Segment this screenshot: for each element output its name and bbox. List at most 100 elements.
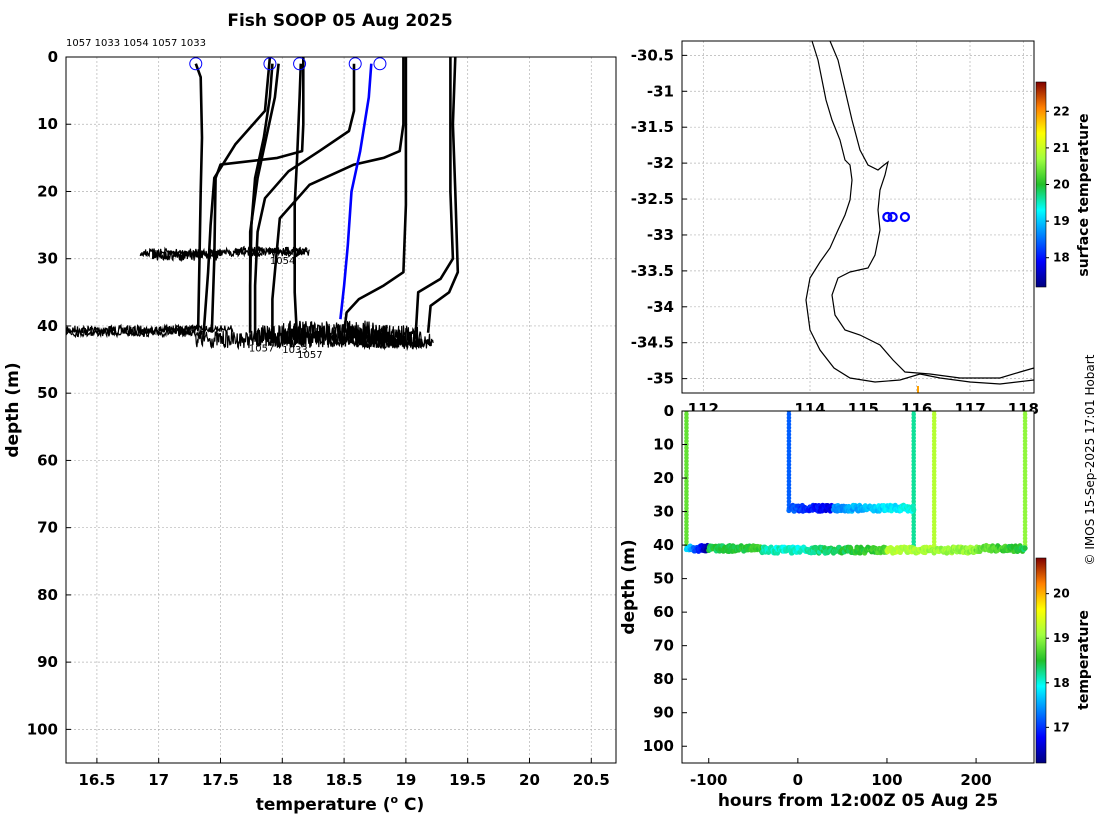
- profile-line: [414, 57, 455, 333]
- td-profile-point: [931, 442, 937, 447]
- td-profile-point: [931, 482, 937, 488]
- td-profile-point: [911, 412, 916, 417]
- y-tick-label: 50: [37, 384, 58, 402]
- td-profile-point: [931, 499, 937, 504]
- td-profile-point: [684, 519, 689, 524]
- y-tick-label: 30: [37, 250, 58, 268]
- td-profile-point: [684, 495, 689, 501]
- td-profile-point: [684, 465, 689, 471]
- td-profile-point: [786, 475, 792, 481]
- td-profile-point: [1022, 482, 1028, 488]
- td-profile-point: [931, 519, 937, 524]
- td-profile-point: [1022, 415, 1028, 421]
- td-profile-point: [1022, 485, 1028, 491]
- colorbar-tick-label: 22: [1053, 104, 1070, 118]
- td-y-tick-label: 30: [653, 503, 674, 521]
- td-profile-point: [684, 448, 689, 454]
- map-y-tick-label: -35: [647, 370, 674, 388]
- x-tick-label: 19: [395, 771, 416, 789]
- td-profile-point: [931, 445, 937, 451]
- td-profile-point: [1022, 442, 1028, 447]
- td-profile-point: [931, 492, 937, 498]
- td-profile-point: [1022, 462, 1028, 467]
- td-profile-point: [911, 425, 916, 431]
- td-profile-point: [1022, 515, 1028, 521]
- td-profile-point: [786, 432, 792, 437]
- td-profile-point: [931, 542, 937, 548]
- colorbar-tick-label: 17: [1053, 720, 1070, 734]
- td-profile-point: [911, 422, 916, 427]
- td-y-tick-label: 100: [643, 737, 674, 755]
- colorbar-tick-label: 19: [1053, 214, 1070, 228]
- map-y-tick-label: -32.5: [631, 190, 674, 208]
- td-profile-point: [786, 428, 792, 434]
- td-profile-point: [684, 536, 689, 541]
- td-profile-point: [931, 515, 937, 521]
- td-profile-point: [1022, 469, 1028, 474]
- td-profile-point: [911, 489, 916, 494]
- td-profile-point: [911, 432, 916, 437]
- td-profile-point: [1022, 472, 1028, 477]
- td-profile-point: [911, 448, 916, 454]
- x-tick-label: 16.5: [78, 771, 115, 789]
- td-profile-point: [684, 452, 689, 457]
- td-profile-point: [786, 485, 792, 491]
- td-profile-point: [931, 522, 937, 528]
- td-profile-point: [931, 526, 937, 531]
- td-profile-point: [684, 489, 689, 494]
- td-profile-point: [1022, 502, 1028, 508]
- td-profile-point: [786, 469, 792, 474]
- td-profile-point: [911, 472, 916, 477]
- td-profile-point: [684, 435, 689, 441]
- profile-line: [210, 57, 305, 333]
- td-bottom-point: [1022, 545, 1028, 551]
- td-profile-point: [1022, 539, 1028, 545]
- td-y-tick-label: 0: [664, 402, 674, 420]
- profile-x-axis-label: temperature (o C): [256, 793, 425, 815]
- profile-start-marker: [293, 57, 307, 71]
- td-profile-point: [931, 418, 937, 424]
- time-depth-panel: -100 0 100 200 0 10 20 30 40 50 60 70 80 90 100 hours …: [619, 402, 1092, 811]
- td-profile-point: [786, 422, 792, 427]
- td-profile-point: [911, 438, 916, 444]
- td-profile-point: [1022, 418, 1028, 424]
- y-tick-label: 90: [37, 653, 58, 671]
- td-profile-point: [1022, 428, 1028, 434]
- td-profile-point: [786, 425, 792, 431]
- td-profile-point: [931, 432, 937, 437]
- td-profile-point: [1022, 448, 1028, 454]
- td-profile-point: [786, 479, 792, 484]
- td-profile-point: [911, 469, 916, 474]
- td-profile-point: [684, 462, 689, 467]
- td-profile-point: [684, 529, 689, 534]
- td-profile-point: [1022, 499, 1028, 504]
- td-profile-point: [684, 479, 689, 484]
- bottom-trace: [158, 323, 234, 334]
- td-profile-point: [931, 458, 937, 464]
- profile-start-marker: [189, 57, 203, 71]
- td-profile-point: [786, 418, 792, 424]
- profile-line: [253, 63, 356, 340]
- td-profile-point: [911, 539, 916, 545]
- td-profile-point: [684, 515, 689, 521]
- time-depth-y-axis-label: depth (m): [619, 539, 639, 634]
- xlabel-superscript: o: [391, 793, 399, 806]
- td-profile-point: [786, 415, 792, 421]
- x-tick-label: 17.5: [202, 771, 239, 789]
- td-profile-point: [684, 428, 689, 434]
- td-profile-point: [931, 472, 937, 477]
- profile-id-labels: 1057 1033 1054 1057 1033: [66, 38, 206, 49]
- profile-line: [342, 57, 408, 333]
- td-profile-point: [1022, 495, 1028, 501]
- td-profile-point: [786, 435, 792, 441]
- td-profile-point: [911, 495, 916, 501]
- colorbar-tick-label: 20: [1053, 178, 1070, 192]
- credit-text: © IMOS 15-Sep-2025 17:01 Hobart: [1083, 354, 1097, 565]
- td-profile-point: [1022, 512, 1028, 518]
- temperature-colorbar: [1035, 557, 1047, 764]
- td-profile-point: [1022, 435, 1028, 441]
- td-profile-point: [684, 526, 689, 531]
- td-profile-point: [1022, 422, 1028, 427]
- profile-line: [248, 63, 280, 333]
